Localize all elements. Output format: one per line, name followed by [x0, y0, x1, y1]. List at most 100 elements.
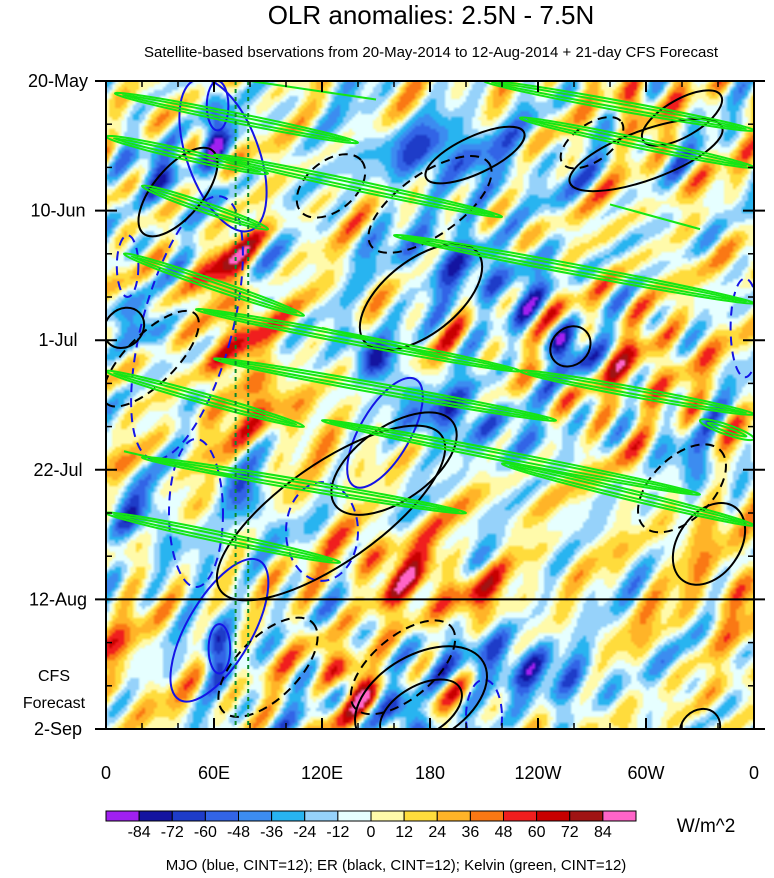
- x-tick-label: 120E: [301, 763, 343, 783]
- kelvin-contour: [122, 252, 306, 317]
- colorbar-swatch: [469, 810, 504, 822]
- mjo-contour: [465, 678, 503, 729]
- kelvin-contour: [321, 326, 449, 360]
- colorbar-swatch: [337, 810, 372, 822]
- colorbar: -84 -72 -60 -48 -36 -24 -12 0 12 24 36 48 60 72 84: [105, 810, 637, 841]
- kelvin-contour: [500, 462, 754, 527]
- colorbar-level-label: -72: [161, 824, 184, 841]
- mjo-contour: [115, 234, 140, 298]
- colorbar-swatch: [569, 810, 604, 822]
- x-tick-label: 60W: [627, 763, 664, 783]
- colorbar-swatch: [602, 810, 637, 822]
- kelvin-contour: [202, 309, 514, 371]
- plot-area: [106, 81, 754, 729]
- y-tick-label: 2-Sep: [34, 719, 82, 739]
- er-contour: [671, 501, 747, 586]
- colorbar-swatch: [536, 810, 571, 822]
- y-tick-label: 10-Jun: [30, 201, 85, 221]
- colorbar-level-label: -48: [227, 824, 250, 841]
- y-tick-label: 12-Aug: [29, 589, 87, 609]
- er-contour: [106, 306, 146, 349]
- er-contour: [217, 616, 319, 718]
- er-contour: [678, 707, 722, 729]
- kelvin-contour: [106, 134, 270, 176]
- kelvin-contour: [526, 118, 748, 167]
- kelvin-contour: [112, 137, 262, 173]
- kelvin-contour: [148, 187, 262, 228]
- kelvin-contour: [508, 464, 748, 525]
- kelvin-contour: [609, 203, 701, 231]
- er-contour: [349, 619, 457, 716]
- mjo-contour: [168, 437, 224, 589]
- colorbar-level-label: -60: [194, 824, 217, 841]
- kelvin-contour: [320, 419, 702, 496]
- kelvin-contour: [148, 457, 460, 513]
- colorbar-swatch: [138, 810, 173, 822]
- colorbar-level-label: 0: [367, 824, 376, 841]
- colorbar-swatch: [436, 810, 471, 822]
- mjo-contour: [205, 81, 230, 132]
- chart-title: OLR anomalies: 2.5N - 7.5N: [268, 0, 595, 30]
- colorbar-level-label: -12: [326, 824, 349, 841]
- er-contour: [637, 443, 727, 534]
- er-contour: [295, 153, 367, 219]
- colorbar-swatch: [204, 810, 239, 822]
- colorbar-level-label: -24: [293, 824, 316, 841]
- kelvin-contour: [328, 420, 694, 495]
- olr-anomaly-heatmap: [106, 81, 754, 729]
- y-tick-label: 22-Jul: [33, 460, 82, 480]
- kelvin-contour: [140, 456, 468, 515]
- kelvin-contour: [220, 155, 496, 217]
- colorbar-level-label: 48: [495, 824, 513, 841]
- mjo-contour: [285, 481, 359, 582]
- er-contour: [640, 89, 724, 147]
- colorbar-level-label: 36: [461, 824, 479, 841]
- x-tick-label: 60E: [198, 763, 230, 783]
- kelvin-contour: [392, 233, 754, 305]
- mjo-contour: [729, 277, 754, 379]
- kelvin-contour: [400, 235, 748, 303]
- kelvin-contour: [123, 450, 233, 477]
- y-tick-label: 1-Jul: [38, 330, 77, 350]
- y-axis: 20-May 10-Jun 1-Jul 22-Jul 12-Aug 2-Sep: [28, 71, 765, 739]
- er-contour: [215, 424, 447, 602]
- kelvin-contour: [249, 81, 377, 101]
- er-contour: [137, 146, 219, 238]
- er-contour: [559, 116, 625, 170]
- kelvin-contour: [526, 371, 748, 414]
- x-tick-label: 120W: [514, 763, 561, 783]
- colorbar-swatch: [105, 810, 140, 822]
- er-contour: [549, 325, 592, 368]
- colorbar-level-label: 84: [594, 824, 612, 841]
- kelvin-contour: [112, 513, 334, 562]
- colorbar-level-label: 12: [395, 824, 413, 841]
- kelvin-contour: [698, 418, 754, 442]
- kelvin-contour: [130, 255, 298, 314]
- er-contour: [367, 155, 493, 254]
- er-contour: [106, 309, 200, 408]
- kelvin-contour: [706, 421, 748, 438]
- mjo-contour: [346, 376, 424, 489]
- reference-lines: [234, 81, 250, 729]
- colorbar-swatch: [370, 810, 405, 822]
- kelvin-contour: [490, 81, 748, 131]
- wave-contours: [106, 81, 754, 729]
- colorbar-level-label: -36: [260, 824, 283, 841]
- colorbar-level-label: 60: [528, 824, 546, 841]
- colorbar-swatch: [238, 810, 273, 822]
- colorbar-units: W/m^2: [677, 816, 736, 837]
- mjo-contour: [207, 623, 232, 675]
- x-tick-label: 0: [749, 763, 759, 783]
- colorbar-swatch: [503, 810, 538, 822]
- kelvin-contour: [212, 357, 558, 422]
- colorbar-swatch: [403, 810, 438, 822]
- kelvin-contour: [220, 359, 550, 421]
- chart-subtitle: Satellite-based bservations from 20-May-…: [144, 44, 719, 61]
- colorbar-level-label: -84: [128, 824, 151, 841]
- mjo-contour: [178, 81, 268, 233]
- kelvin-contour: [112, 372, 298, 426]
- contour-legend-text: MJO (blue, CINT=12); ER (black, CINT=12)…: [166, 857, 627, 874]
- kelvin-contour: [121, 93, 352, 143]
- y-tick-label: 20-May: [28, 71, 88, 91]
